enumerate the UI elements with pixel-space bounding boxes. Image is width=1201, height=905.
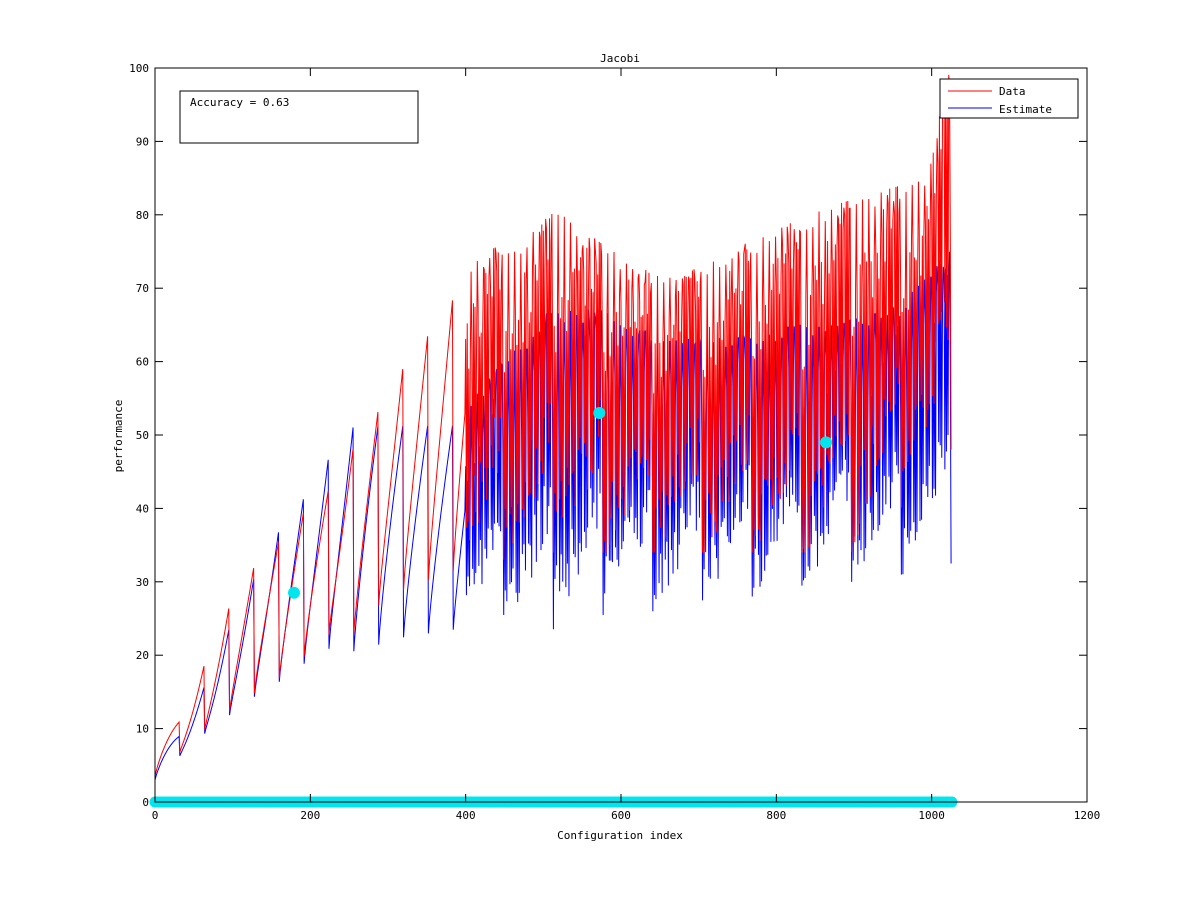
- x-axis-label: Configuration index: [557, 829, 683, 842]
- y-tick-label: 80: [136, 209, 149, 222]
- chart-title: Jacobi: [600, 52, 640, 65]
- y-tick-label: 60: [136, 356, 149, 369]
- y-tick-label: 100: [129, 62, 149, 75]
- plot-area: [154, 74, 952, 781]
- x-tick-label: 1000: [918, 809, 945, 822]
- legend: Data Estimate: [939, 78, 1079, 119]
- x-tick-label: 1200: [1074, 809, 1101, 822]
- highlight-point: [288, 586, 301, 599]
- y-axis-label: performance: [112, 400, 125, 473]
- legend-label-estimate: Estimate: [999, 103, 1052, 116]
- y-tick-label: 30: [136, 576, 149, 589]
- y-tick-label: 40: [136, 502, 149, 515]
- x-tick-label: 200: [300, 809, 320, 822]
- legend-label-data: Data: [999, 85, 1026, 98]
- x-tick-label: 400: [456, 809, 476, 822]
- x-tick-label: 0: [152, 809, 159, 822]
- highlight-point: [593, 406, 606, 419]
- annotation-box: Accuracy = 0.63: [179, 90, 419, 144]
- y-tick-label: 0: [142, 796, 149, 809]
- annotation-text: Accuracy = 0.63: [190, 96, 289, 109]
- legend-frame: [939, 78, 1079, 119]
- x-tick-label: 800: [766, 809, 786, 822]
- y-tick-label: 70: [136, 282, 149, 295]
- y-tick-label: 50: [136, 429, 149, 442]
- y-tick-label: 90: [136, 135, 149, 148]
- x-tick-label: 600: [611, 809, 631, 822]
- axis-ticks: 0 200 400 600 800 1000 1200 0 10 20 30 40 50 60 70 80 90…: [129, 62, 1100, 822]
- y-tick-label: 10: [136, 723, 149, 736]
- y-tick-label: 20: [136, 649, 149, 662]
- series-data-line: [154, 74, 952, 777]
- highlight-point: [820, 436, 833, 449]
- annotation-frame: [179, 90, 419, 144]
